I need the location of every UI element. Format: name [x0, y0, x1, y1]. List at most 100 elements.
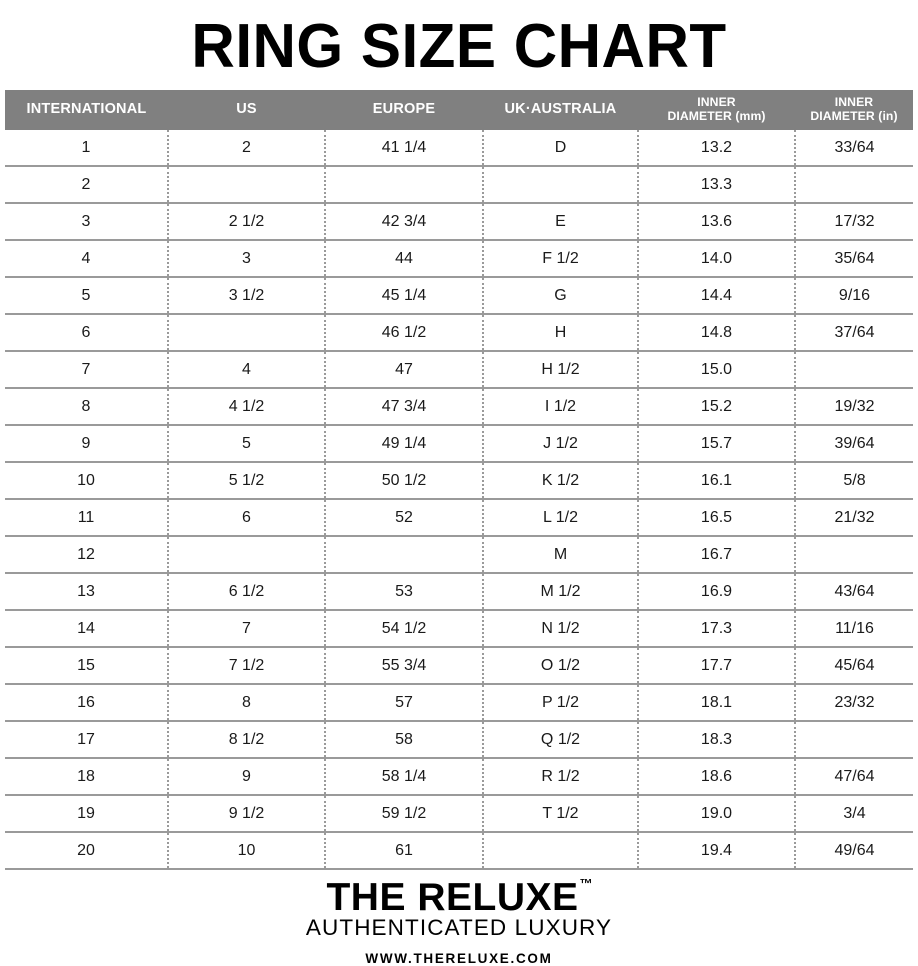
column-header-us-line-1: US [236, 100, 257, 117]
cell-inner_diameter_in [795, 721, 913, 760]
cell-us: 9 [168, 758, 326, 797]
cell-europe [325, 536, 484, 575]
cell-europe: 45 1/4 [325, 277, 484, 316]
cell-europe: 47 [325, 351, 484, 390]
brand-tagline: AUTHENTICATED LUXURY [305, 915, 613, 941]
cell-inner_diameter_mm: 14.0 [638, 240, 796, 279]
table-row: 14 7 54 1/2 N 1/2 17.3 11/16 [5, 610, 913, 649]
column-header-uk-australia-line-1: UK·AUSTRALIA [504, 100, 617, 117]
cell-international: 10 [5, 462, 169, 501]
cell-international: 16 [5, 684, 169, 723]
column-header-inner-diameter-mm-line-2: DIAMETER (mm) [667, 108, 766, 123]
ring-size-chart-page: RING SIZE CHART INTERNATIONAL US EUROPE [5, 15, 913, 965]
table-row: 16 8 57 P 1/2 18.1 23/32 [5, 684, 913, 723]
cell-inner_diameter_in: 33/64 [795, 130, 913, 168]
table-header: INTERNATIONAL US EUROPE UK·AUSTRALIA INN… [5, 90, 913, 131]
cell-inner_diameter_in [795, 351, 913, 390]
cell-inner_diameter_mm: 15.0 [638, 351, 796, 390]
cell-inner_diameter_mm: 13.6 [638, 203, 796, 242]
cell-inner_diameter_in: 11/16 [795, 610, 913, 649]
cell-us: 3 1/2 [168, 277, 326, 316]
cell-inner_diameter_in: 23/32 [795, 684, 913, 723]
cell-uk_australia: T 1/2 [483, 795, 639, 834]
cell-inner_diameter_mm: 15.2 [638, 388, 796, 427]
trademark-symbol: ™ [579, 876, 593, 892]
cell-us: 2 [168, 130, 326, 168]
cell-uk_australia: H [483, 314, 639, 353]
cell-inner_diameter_in: 45/64 [795, 647, 913, 686]
cell-inner_diameter_in: 49/64 [795, 832, 913, 871]
column-header-inner-diameter-mm: INNER DIAMETER (mm) [638, 90, 795, 131]
cell-us: 7 1/2 [168, 647, 326, 686]
cell-inner_diameter_in: 19/32 [795, 388, 913, 427]
cell-us: 5 [168, 425, 326, 464]
cell-international: 9 [5, 425, 169, 464]
cell-inner_diameter_mm: 15.7 [638, 425, 796, 464]
cell-inner_diameter_in: 3/4 [795, 795, 913, 834]
cell-inner_diameter_mm: 18.1 [638, 684, 796, 723]
cell-europe: 59 1/2 [325, 795, 484, 834]
cell-us: 8 1/2 [168, 721, 326, 760]
table-row: 2 13.3 [5, 166, 913, 205]
cell-uk_australia: J 1/2 [483, 425, 639, 464]
cell-inner_diameter_in: 47/64 [795, 758, 913, 797]
cell-inner_diameter_mm: 17.3 [638, 610, 796, 649]
table-row: 20 10 61 19.4 49/64 [5, 832, 913, 871]
cell-inner_diameter_mm: 19.0 [638, 795, 796, 834]
cell-inner_diameter_mm: 17.7 [638, 647, 796, 686]
column-header-inner-diameter-in-line-2: DIAMETER (in) [810, 108, 898, 123]
cell-uk_australia: D [483, 130, 639, 168]
column-header-inner-diameter-in-line-1: INNER [834, 95, 874, 109]
table-row: 13 6 1/2 53 M 1/2 16.9 43/64 [5, 573, 913, 612]
cell-international: 8 [5, 388, 169, 427]
cell-uk_australia [483, 166, 639, 205]
cell-us [168, 314, 326, 353]
size-chart-container: INTERNATIONAL US EUROPE UK·AUSTRALIA INN… [5, 90, 913, 871]
cell-international: 14 [5, 610, 169, 649]
column-header-international: INTERNATIONAL [5, 90, 168, 131]
cell-us: 6 1/2 [168, 573, 326, 612]
cell-inner_diameter_in: 9/16 [795, 277, 913, 316]
cell-inner_diameter_mm: 18.6 [638, 758, 796, 797]
cell-inner_diameter_mm: 13.3 [638, 166, 796, 205]
cell-international: 18 [5, 758, 169, 797]
table-row: 4 3 44 F 1/2 14.0 35/64 [5, 240, 913, 279]
cell-inner_diameter_in: 39/64 [795, 425, 913, 464]
cell-us: 2 1/2 [168, 203, 326, 242]
cell-uk_australia: Q 1/2 [483, 721, 639, 760]
cell-europe: 46 1/2 [325, 314, 484, 353]
table-row: 18 9 58 1/4 R 1/2 18.6 47/64 [5, 758, 913, 797]
cell-uk_australia: M [483, 536, 639, 575]
table-body: 1 2 41 1/4 D 13.2 33/64 2 13.3 3 2 1/2 42 3/4 E 13.6… [5, 130, 913, 871]
cell-international: 13 [5, 573, 169, 612]
cell-europe: 47 3/4 [325, 388, 484, 427]
column-header-europe-line-1: EUROPE [372, 100, 436, 117]
cell-inner_diameter_in [795, 536, 913, 575]
ring-size-table: INTERNATIONAL US EUROPE UK·AUSTRALIA INN… [5, 90, 913, 871]
cell-inner_diameter_mm: 16.7 [638, 536, 796, 575]
table-row: 19 9 1/2 59 1/2 T 1/2 19.0 3/4 [5, 795, 913, 834]
cell-inner_diameter_in: 37/64 [795, 314, 913, 353]
cell-uk_australia: R 1/2 [483, 758, 639, 797]
table-row: 12 M 16.7 [5, 536, 913, 575]
cell-us: 10 [168, 832, 326, 871]
cell-us: 4 1/2 [168, 388, 326, 427]
cell-inner_diameter_mm: 14.8 [638, 314, 796, 353]
cell-europe: 49 1/4 [325, 425, 484, 464]
cell-inner_diameter_in [795, 166, 913, 205]
cell-international: 19 [5, 795, 169, 834]
cell-international: 15 [5, 647, 169, 686]
cell-europe: 61 [325, 832, 484, 871]
cell-inner_diameter_in: 21/32 [795, 499, 913, 538]
column-header-europe: EUROPE [325, 90, 483, 131]
cell-inner_diameter_in: 35/64 [795, 240, 913, 279]
cell-uk_australia: M 1/2 [483, 573, 639, 612]
cell-us [168, 536, 326, 575]
cell-international: 1 [5, 130, 169, 168]
cell-international: 17 [5, 721, 169, 760]
cell-europe: 54 1/2 [325, 610, 484, 649]
cell-us: 9 1/2 [168, 795, 326, 834]
cell-international: 5 [5, 277, 169, 316]
